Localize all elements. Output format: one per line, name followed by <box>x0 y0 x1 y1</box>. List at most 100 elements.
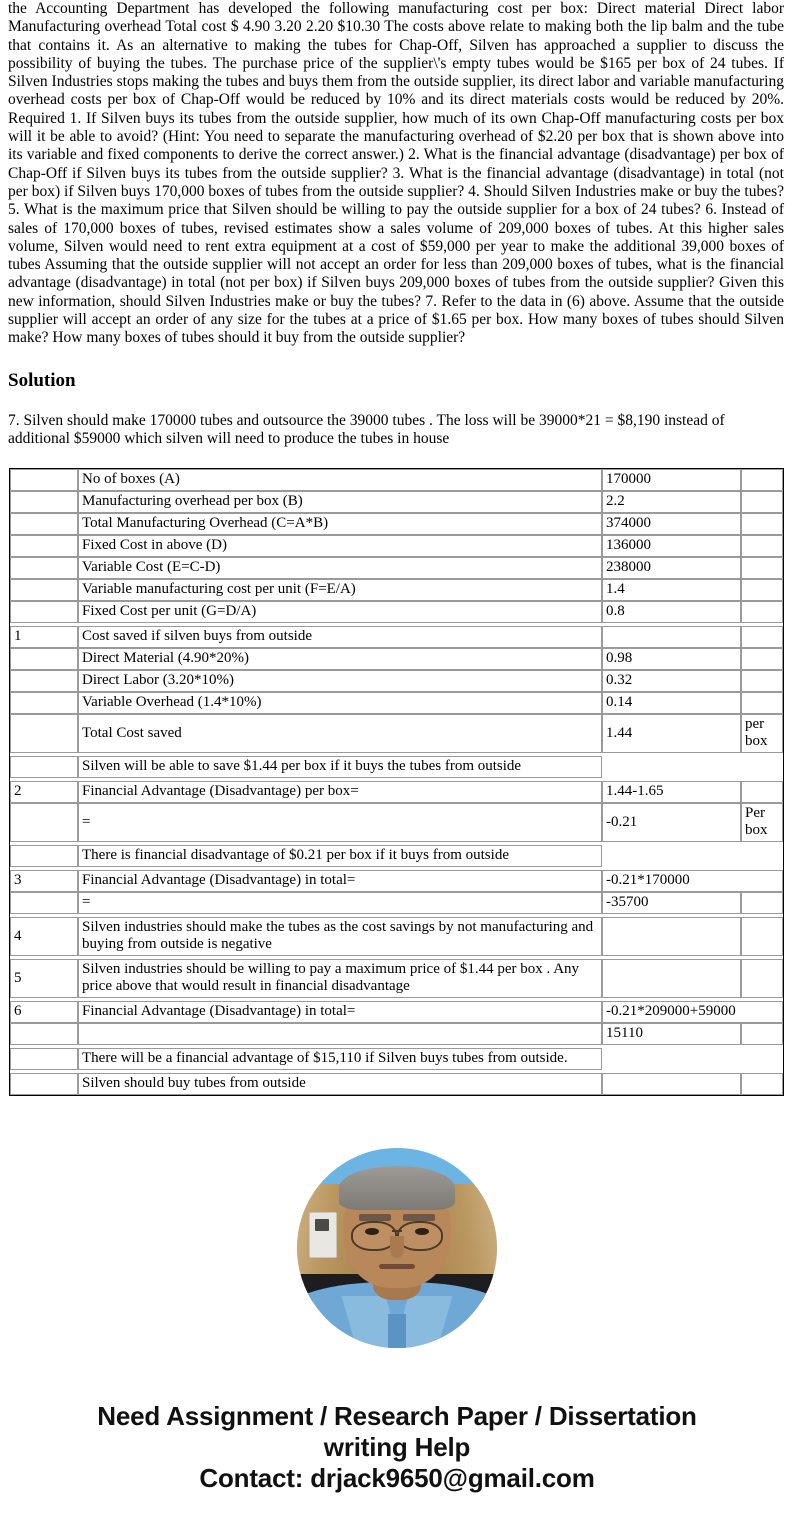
row-number-cell <box>10 1023 78 1046</box>
avatar-mouth <box>379 1264 415 1270</box>
solution-heading: Solution <box>8 369 76 391</box>
row-label-cell: Silven industries should make the tubes … <box>78 917 602 957</box>
table-row: Direct Labor (3.20*10%) 0.32 <box>10 670 783 693</box>
row-value-cell: 1.44 <box>602 714 741 754</box>
table-row: = -35700 <box>10 892 783 915</box>
table-row-separator <box>10 867 783 871</box>
row-unit-cell: Per box <box>741 803 783 843</box>
row-label-cell: Direct Material (4.90*20%) <box>78 648 602 671</box>
row-unit-cell <box>741 781 783 804</box>
calculation-table: No of boxes (A) 170000 Manufacturing overh… <box>9 468 784 1097</box>
table-row: Total Cost saved 1.44 per box <box>10 714 783 754</box>
row-unit-cell <box>741 579 783 602</box>
row-value-cell: -35700 <box>602 892 741 915</box>
row-label-cell: = <box>78 892 602 915</box>
row-label-cell: No of boxes (A) <box>78 469 602 492</box>
footer-contact-block: Need Assignment / Research Paper / Disse… <box>0 1401 794 1518</box>
table-row-separator <box>10 1045 783 1049</box>
row-label-cell: Variable manufacturing cost per unit (F=… <box>78 579 602 602</box>
table-row: Total Manufacturing Overhead (C=A*B) 3740… <box>10 513 783 536</box>
row-number-cell <box>10 469 78 492</box>
table-row: Direct Material (4.90*20%) 0.98 <box>10 648 783 671</box>
row-value-cell: 238000 <box>602 557 741 580</box>
row-number-cell: 4 <box>10 917 78 957</box>
row-label-cell: There will be a financial advantage of $… <box>78 1048 602 1071</box>
row-unit-cell <box>741 692 783 715</box>
table-row: 3 Financial Advantage (Disadvantage) in t… <box>10 870 783 893</box>
row-number-cell <box>10 491 78 514</box>
row-number-cell <box>10 513 78 536</box>
table-row: = -0.21 Per box <box>10 803 783 843</box>
photo-area <box>0 1148 794 1353</box>
row-value-cell: 0.8 <box>602 601 741 624</box>
table-row-separator-cell <box>10 914 783 918</box>
row-number-cell <box>10 670 78 693</box>
table-row-separator <box>10 778 783 782</box>
row-label-cell: Financial Advantage (Disadvantage) in to… <box>78 1001 602 1024</box>
table-row: 6 Financial Advantage (Disadvantage) in t… <box>10 1001 783 1024</box>
table-row-separator-cell <box>10 1070 783 1074</box>
row-number-cell <box>10 1048 78 1071</box>
row-unit-cell <box>741 1073 783 1096</box>
avatar-hair <box>339 1166 455 1211</box>
table-row: No of boxes (A) 170000 <box>10 469 783 492</box>
table-row: Fixed Cost per unit (G=D/A) 0.8 <box>10 601 783 624</box>
footer-line-1: Need Assignment / Research Paper / Disse… <box>97 1401 697 1432</box>
row-number-cell <box>10 557 78 580</box>
table-row: Variable Cost (E=C-D) 238000 <box>10 557 783 580</box>
row-unit-cell <box>741 670 783 693</box>
row-number-cell: 5 <box>10 959 78 999</box>
row-number-cell <box>10 579 78 602</box>
row-number-cell <box>10 601 78 624</box>
table-row-separator <box>10 998 783 1002</box>
row-number-cell: 1 <box>10 626 78 649</box>
row-number-cell <box>10 1073 78 1096</box>
table-row: 5 Silven industries should be willing to … <box>10 959 783 999</box>
row-label-cell: Fixed Cost per unit (G=D/A) <box>78 601 602 624</box>
table-row: Silven should buy tubes from outside <box>10 1073 783 1096</box>
table-row: Manufacturing overhead per box (B) 2.2 <box>10 491 783 514</box>
table-row: 1 Cost saved if silven buys from outside <box>10 626 783 649</box>
footer-line-2: writing Help <box>323 1432 471 1463</box>
table-row: There will be a financial advantage of $… <box>10 1048 783 1071</box>
row-unit-cell <box>741 959 783 999</box>
row-value-cell <box>602 917 741 957</box>
avatar-eyebrow-left <box>359 1214 391 1221</box>
row-number-cell <box>10 756 78 779</box>
row-value-cell: 136000 <box>602 535 741 558</box>
row-label-cell: Silven will be able to save $1.44 per bo… <box>78 756 602 779</box>
row-number-cell: 6 <box>10 1001 78 1024</box>
row-value-cell: 15110 <box>602 1023 741 1046</box>
row-number-cell <box>10 535 78 558</box>
avatar-background-switch <box>309 1212 337 1259</box>
row-label-cell: Manufacturing overhead per box (B) <box>78 491 602 514</box>
table-row-separator <box>10 956 783 960</box>
row-unit-cell <box>741 491 783 514</box>
row-label-cell: Silven industries should be willing to p… <box>78 959 602 999</box>
row-value-cell: 0.98 <box>602 648 741 671</box>
table-row-separator-cell <box>10 1045 783 1049</box>
row-label-cell: Total Manufacturing Overhead (C=A*B) <box>78 513 602 536</box>
avatar-nose <box>390 1236 404 1259</box>
row-value-cell: 1.44-1.65 <box>602 781 741 804</box>
table-row-separator <box>10 623 783 627</box>
row-value-cell: 170000 <box>602 469 741 492</box>
row-number-cell: 3 <box>10 870 78 893</box>
row-label-cell: Cost saved if silven buys from outside <box>78 626 602 649</box>
question-body-text: the Accounting Department has developed … <box>8 0 784 347</box>
row-value-cell: 374000 <box>602 513 741 536</box>
table-row: 4 Silven industries should make the tubes… <box>10 917 783 957</box>
row-unit-cell <box>741 557 783 580</box>
avatar <box>297 1148 497 1349</box>
table-row-separator-cell <box>10 778 783 782</box>
table-row-separator-cell <box>10 867 783 871</box>
row-value-cell: 0.14 <box>602 692 741 715</box>
avatar-eyeglass-left-lens <box>351 1221 397 1252</box>
row-unit-cell <box>741 626 783 649</box>
row-unit-cell <box>741 513 783 536</box>
row-unit-cell <box>741 601 783 624</box>
row-number-cell: 2 <box>10 781 78 804</box>
row-unit-cell <box>741 469 783 492</box>
table-row: Fixed Cost in above (D) 136000 <box>10 535 783 558</box>
